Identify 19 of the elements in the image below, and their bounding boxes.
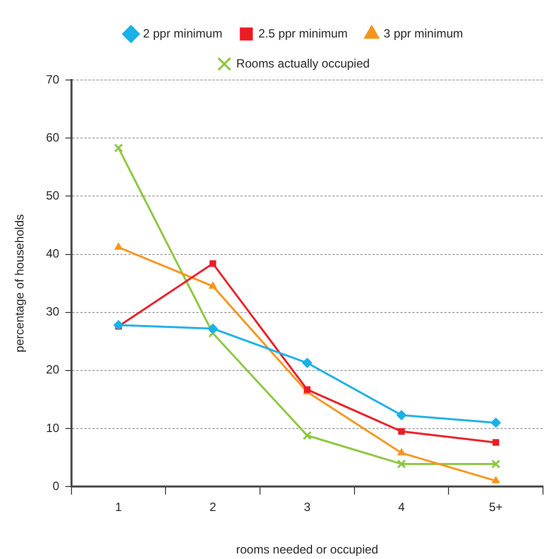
x-tick-label: 2 [210, 500, 216, 514]
y-tick-label: 10 [46, 420, 60, 435]
x-tick-label: 1 [115, 500, 122, 514]
y-axis-title: percentage of households [12, 214, 26, 352]
x-axis-title: rooms needed or occupied [236, 542, 378, 556]
y-tick-label: 40 [46, 246, 60, 261]
x-tick-label: 5+ [488, 500, 503, 514]
legend-label: 2.5 ppr minimum [258, 26, 348, 40]
y-tick-label: 60 [46, 130, 60, 144]
y-tick-label: 20 [46, 362, 60, 377]
legend-label: 2 ppr minimum [142, 26, 222, 40]
y-tick-label: 50 [46, 188, 60, 202]
y-tick-label: 70 [46, 72, 60, 86]
y-tick-label: 30 [46, 304, 60, 319]
legend-label: Rooms actually occupied [236, 56, 370, 70]
legend-label: 3 ppr minimum [384, 26, 464, 40]
y-tick-label: 0 [52, 478, 60, 493]
x-tick-label: 3 [304, 500, 311, 514]
x-tick-label: 4 [398, 500, 406, 514]
